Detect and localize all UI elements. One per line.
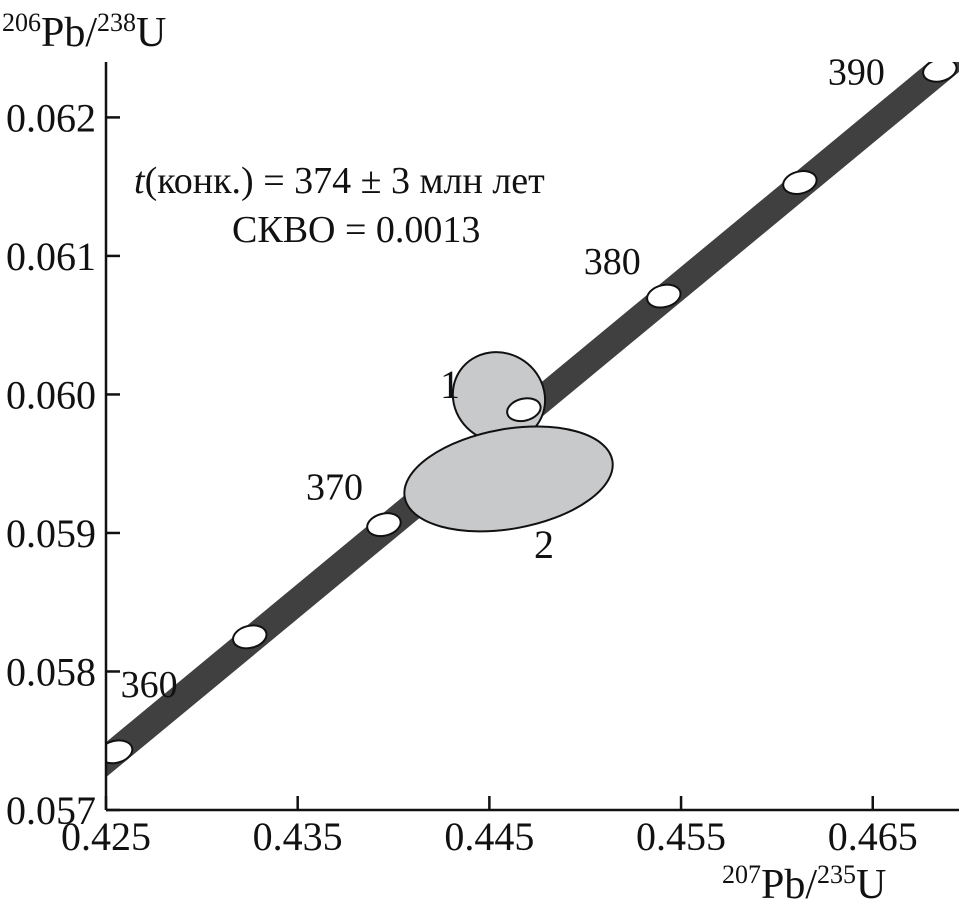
ellipse-label-2: 2 <box>534 522 554 567</box>
x-tick-label: 0.425 <box>61 814 151 859</box>
y-tick-label: 0.058 <box>6 649 96 694</box>
x-axis-title: 207Pb/235U <box>722 860 886 908</box>
y-tick-label: 0.062 <box>6 95 96 140</box>
concordia-age-annotation: t(конк.) = 374 ± 3 млн лет <box>134 160 545 202</box>
y-tick-label: 0.059 <box>6 511 96 556</box>
x-tick-label: 0.435 <box>253 814 343 859</box>
axis-ticks: 0.425 0.435 0.445 0.455 0.465 0.057 0.058 0.059… <box>6 95 918 859</box>
y-tick-label: 0.057 <box>6 788 96 833</box>
age-label-390: 390 <box>828 51 885 93</box>
age-label-370: 370 <box>306 467 363 509</box>
age-label-360: 360 <box>121 664 178 706</box>
error-ellipse-2 <box>403 425 614 533</box>
y-axis-title: 206Pb/238U <box>2 8 166 56</box>
age-marker-375 <box>506 397 542 423</box>
ellipse-label-1: 1 <box>440 362 460 407</box>
y-tick-label: 0.060 <box>6 372 96 417</box>
mswd-annotation: СКВО = 0.0013 <box>232 209 480 251</box>
age-labels: 360 370 380 390 1 2 <box>121 51 885 706</box>
age-marker-370 <box>366 512 402 538</box>
age-marker-365 <box>232 624 268 650</box>
x-tick-label: 0.465 <box>828 814 918 859</box>
age-marker-380 <box>646 283 682 309</box>
age-marker-385 <box>782 170 818 195</box>
y-tick-label: 0.061 <box>6 234 96 279</box>
age-label-380: 380 <box>584 241 641 283</box>
x-tick-label: 0.445 <box>444 814 534 859</box>
age-markers <box>106 62 958 765</box>
x-tick-label: 0.455 <box>636 814 726 859</box>
age-marker-390 <box>922 62 958 83</box>
plot-area <box>106 62 959 778</box>
